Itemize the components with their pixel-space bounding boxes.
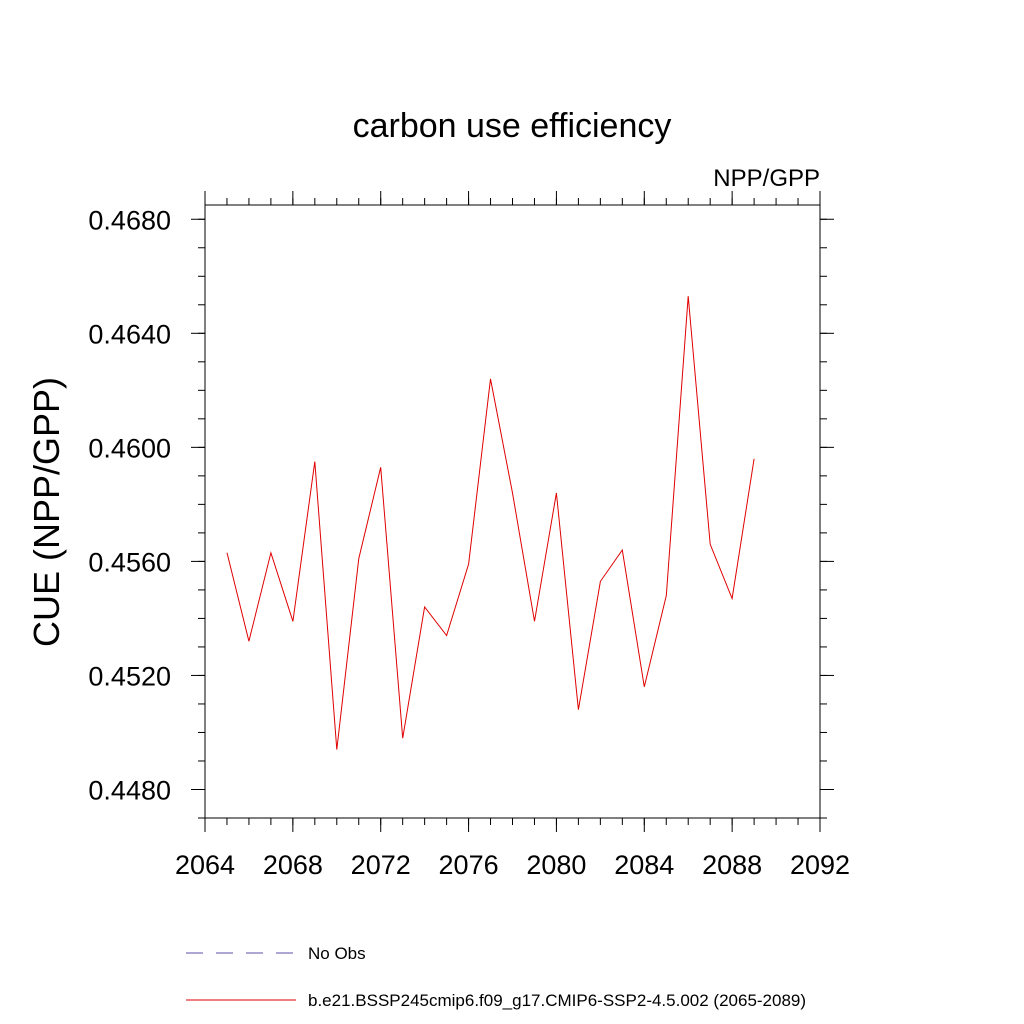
plot-frame (204, 204, 821, 819)
x-tick-label: 2084 (614, 850, 674, 880)
x-tick-label: 2072 (351, 850, 411, 880)
chart-title: carbon use efficiency (353, 107, 672, 145)
legend-label-model-run: b.e21.BSSP245cmip6.f09_g17.CMIP6-SSP2-4.… (308, 991, 806, 1010)
y-tick-label: 0.4600 (88, 433, 171, 463)
y-tick-label: 0.4680 (88, 205, 171, 235)
x-tick-label: 2092 (790, 850, 850, 880)
legend-label-no-obs: No Obs (308, 944, 366, 963)
y-tick-label: 0.4520 (88, 661, 171, 691)
major-ticks (191, 191, 834, 832)
y-tick-label: 0.4560 (88, 547, 171, 577)
x-tick-label: 2088 (702, 850, 762, 880)
y-tick-label: 0.4480 (88, 775, 171, 805)
x-tick-label: 2064 (175, 850, 235, 880)
y-axis-label: CUE (NPP/GPP) (26, 377, 67, 647)
legend: No Obs b.e21.BSSP245cmip6.f09_g17.CMIP6-… (186, 944, 806, 1010)
y-tick-label: 0.4640 (88, 319, 171, 349)
series-layer (226, 296, 755, 750)
series-line-0 (226, 296, 755, 750)
tick-labels: 2064 2068 2072 2076 2080 2084 2088 2092 0.4480 0.… (88, 205, 850, 880)
chart-subtitle: NPP/GPP (713, 165, 820, 192)
x-tick-label: 2076 (439, 850, 499, 880)
x-tick-label: 2080 (526, 850, 586, 880)
minor-ticks (198, 198, 827, 825)
x-tick-label: 2068 (263, 850, 323, 880)
